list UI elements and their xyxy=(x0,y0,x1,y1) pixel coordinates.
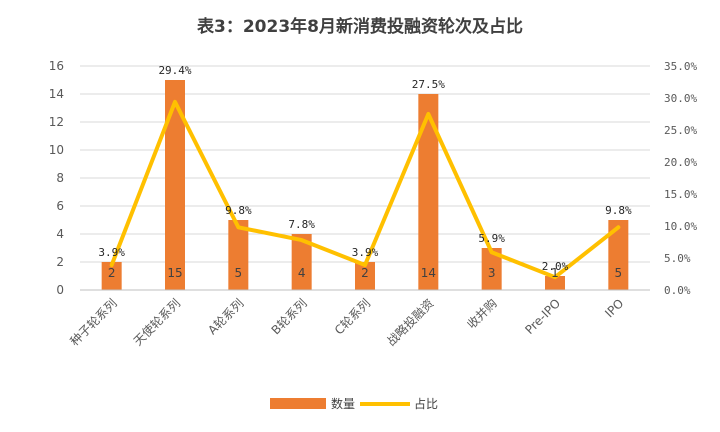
y-left-tick-label: 4 xyxy=(56,227,64,241)
line-value-label: 3.9% xyxy=(98,246,125,259)
bar xyxy=(291,234,312,290)
y-right-tick-label: 10.0% xyxy=(664,220,697,233)
bar-value-label: 3 xyxy=(488,266,496,280)
legend: 数量 占比 xyxy=(270,396,438,411)
bar-value-label: 5 xyxy=(235,266,243,280)
bar xyxy=(481,248,502,290)
x-category-label: C轮系列 xyxy=(332,296,373,337)
bar-value-label: 1 xyxy=(551,266,559,280)
bar-value-label: 2 xyxy=(361,266,369,280)
line-value-label: 27.5% xyxy=(412,78,445,91)
x-category-label: 战略投融资 xyxy=(383,296,436,349)
y-right-tick-label: 5.0% xyxy=(664,252,691,265)
y-right-tick-label: 35.0% xyxy=(664,60,697,73)
chart-title: 表3：2023年8月新消费投融资轮次及占比 xyxy=(197,17,523,37)
bar-value-label: 5 xyxy=(615,266,623,280)
axes: 02468101214160.0%5.0%10.0%15.0%20.0%25.0… xyxy=(49,59,698,349)
y-left-tick-label: 12 xyxy=(49,115,64,129)
y-left-tick-label: 2 xyxy=(56,255,64,269)
x-category-label: A轮系列 xyxy=(205,296,246,337)
line-value-label: 5.9% xyxy=(478,232,505,245)
bar-value-label: 14 xyxy=(421,266,436,280)
y-right-tick-label: 25.0% xyxy=(664,124,697,137)
bar xyxy=(355,262,375,290)
x-category-label: 天使轮系列 xyxy=(130,296,183,349)
bar-value-label: 4 xyxy=(298,266,306,280)
bar xyxy=(101,262,122,290)
y-right-tick-label: 30.0% xyxy=(664,92,697,105)
bar-value-label: 15 xyxy=(167,266,182,280)
x-category-label: Pre-IPO xyxy=(522,296,563,337)
y-left-tick-label: 8 xyxy=(56,171,64,185)
y-left-tick-label: 10 xyxy=(49,143,64,157)
x-category-label: 收并购 xyxy=(464,296,500,332)
line-value-label: 9.8% xyxy=(605,204,632,217)
line-series xyxy=(109,99,621,280)
y-left-tick-label: 14 xyxy=(49,87,64,101)
legend-label-bar: 数量 xyxy=(331,396,355,411)
bar xyxy=(608,220,629,290)
line-value-label: 9.8% xyxy=(225,204,252,217)
line-value-label: 2.0% xyxy=(542,260,569,273)
y-right-tick-label: 0.0% xyxy=(664,284,691,297)
x-category-label: IPO xyxy=(602,296,626,320)
legend-label-line: 占比 xyxy=(414,396,438,411)
y-left-tick-label: 0 xyxy=(56,283,64,297)
line-value-label: 7.8% xyxy=(288,218,315,231)
legend-swatch-bar xyxy=(270,398,326,409)
x-category-label: 种子轮系列 xyxy=(67,296,119,348)
y-left-tick-label: 16 xyxy=(49,59,64,73)
bar xyxy=(545,276,565,290)
y-right-tick-label: 15.0% xyxy=(664,188,697,201)
bar-value-label: 2 xyxy=(108,266,116,280)
line-value-label: 29.4% xyxy=(158,64,191,77)
bar xyxy=(418,94,439,290)
data-labels: 2 15 5 4 2 14 3 1 53.9%29.4%9.8%7.8%3.9%27.5%5.9… xyxy=(98,64,632,280)
x-category-label: B轮系列 xyxy=(269,296,310,337)
y-left-tick-label: 6 xyxy=(56,199,64,213)
bar xyxy=(165,80,185,290)
line-value-label: 3.9% xyxy=(352,246,379,259)
y-right-tick-label: 20.0% xyxy=(664,156,697,169)
bar-series xyxy=(101,80,629,290)
bar xyxy=(228,220,249,290)
